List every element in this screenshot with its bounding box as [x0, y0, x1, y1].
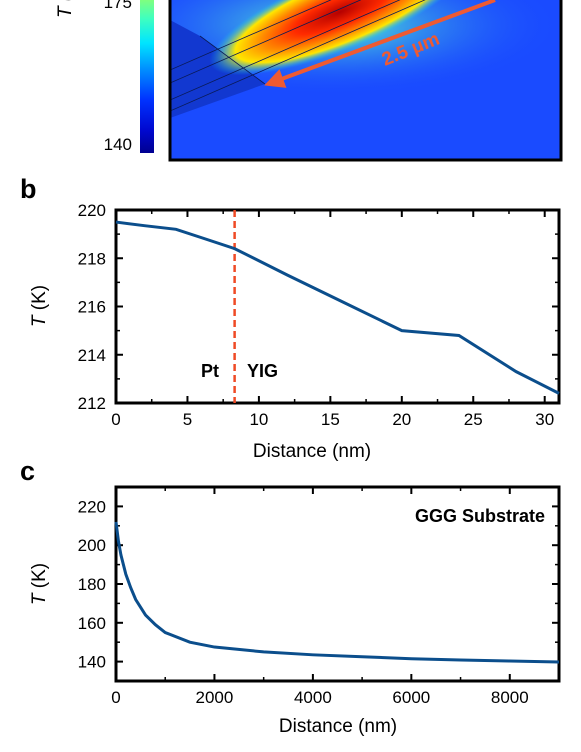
scale-arrow [264, 0, 496, 88]
panel-b-plot-area [114, 208, 561, 405]
panel-b-xlabel: Distance (nm) [253, 441, 371, 462]
y-tick-label-2: 216 [78, 298, 106, 317]
panel-c-tick-labels: 0 2000 4000 6000 8000 140 160 180 200 220 [78, 497, 529, 707]
panel-b-letter: b [20, 174, 37, 204]
colorbar-label: T ( [55, 0, 76, 18]
y-tick-label-4: 220 [78, 497, 106, 516]
x-tick-label-5: 25 [464, 410, 483, 429]
y-tick-label-1: 214 [78, 346, 106, 365]
panel-b-ticks [115, 209, 559, 404]
ggg-substrate-label: GGG Substrate [415, 506, 545, 526]
colorbar-tick-140: 140 [104, 135, 132, 154]
panel-b-tick-labels: 0 5 10 15 20 25 30 212 214 216 218 220 [78, 201, 555, 429]
panel-c-letter: c [20, 456, 35, 486]
y-tick-label-4: 220 [78, 201, 106, 220]
panel-c: c 0 2000 4000 6000 8000 140 160 180 200 220 GGG S… [20, 456, 561, 737]
x-tick-label-0: 0 [111, 688, 120, 707]
colorbar [140, 0, 154, 153]
x-tick-label-4: 20 [392, 410, 411, 429]
panel-c-ylabel: T (K) [29, 563, 50, 605]
panel-c-ticks [115, 486, 560, 682]
x-tick-label-4: 8000 [491, 688, 529, 707]
y-tick-label-1: 160 [78, 614, 106, 633]
y-tick-label-2: 180 [78, 575, 106, 594]
panel-b-ylabel: T (K) [29, 285, 50, 327]
y-tick-label-0: 140 [78, 653, 106, 672]
panel-c-xlabel: Distance (nm) [279, 716, 397, 737]
y-tick-label-0: 212 [78, 394, 106, 413]
x-tick-label-3: 6000 [392, 688, 430, 707]
panel-b-temperature-curve [115, 220, 560, 395]
x-tick-label-0: 0 [111, 410, 120, 429]
x-tick-label-1: 2000 [196, 688, 234, 707]
heatmap-frame [168, 0, 563, 162]
heatmap-image: 2.5 μm [170, 0, 561, 160]
yig-label: YIG [247, 361, 278, 381]
x-tick-label-1: 5 [183, 410, 192, 429]
colorbar-tick-175: 175 [104, 0, 132, 12]
y-tick-label-3: 200 [78, 536, 106, 555]
panel-a: T ( 175 140 2.5 μm [55, 0, 563, 162]
x-tick-label-6: 30 [535, 410, 554, 429]
x-tick-label-3: 15 [321, 410, 340, 429]
panel-c-temperature-curve [114, 521, 560, 664]
x-tick-label-2: 4000 [294, 688, 332, 707]
panel-b: b 0 5 10 15 20 25 30 212 214 216 218 220 Pt YIG Dis… [20, 174, 561, 462]
pt-label: Pt [201, 361, 219, 381]
y-tick-label-3: 218 [78, 249, 106, 268]
x-tick-label-2: 10 [249, 410, 268, 429]
